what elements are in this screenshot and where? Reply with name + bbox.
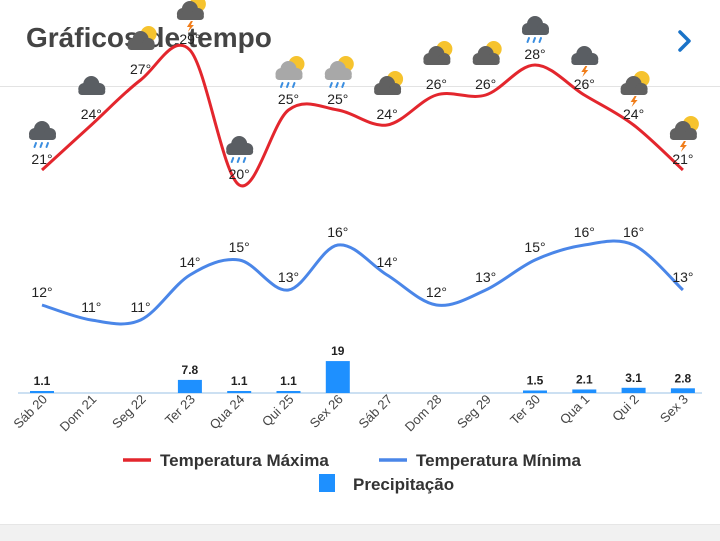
footer-strip	[0, 524, 720, 541]
precip-label: 19	[331, 344, 345, 358]
min-temp-label: 13°	[672, 269, 693, 285]
precip-bar	[523, 390, 547, 393]
max-temp-label: 28°	[524, 46, 545, 62]
cloud-rain-icon	[29, 121, 56, 148]
precip-label: 3.1	[625, 371, 642, 385]
partly-cloudy-icon	[423, 41, 453, 65]
min-temp-label: 14°	[377, 254, 398, 270]
x-tick-label: Qua 24	[207, 392, 248, 433]
min-temp-label: 11°	[131, 299, 151, 315]
min-temp-label: 16°	[574, 224, 595, 240]
partly-cloudy-rain-icon	[324, 56, 354, 88]
min-temp-label: 12°	[31, 284, 52, 300]
legend-precip-label: Precipitação	[353, 475, 454, 494]
x-tick-label: Sex 26	[307, 392, 346, 431]
max-temp-label: 24°	[377, 106, 398, 122]
min-temp-label: 13°	[278, 269, 299, 285]
precip-label: 1.5	[527, 373, 544, 387]
min-temp-label: 16°	[623, 224, 644, 240]
cloud-icon	[78, 76, 106, 95]
x-tick-label: Sex 3	[657, 392, 691, 426]
precip-bar	[572, 389, 597, 393]
precip-bar	[670, 388, 695, 393]
precip-bar	[227, 391, 252, 393]
min-temp-label: 16°	[327, 224, 348, 240]
precip-label: 2.8	[675, 371, 692, 385]
max-temp-label: 21°	[31, 151, 52, 167]
partly-cloudy-icon	[127, 26, 157, 50]
partly-cloudy-thunder-icon	[669, 116, 699, 152]
precip-bar	[621, 387, 646, 393]
x-tick-label: Dom 21	[57, 392, 100, 435]
partly-cloudy-icon	[472, 41, 502, 65]
precip-label: 1.1	[280, 374, 297, 388]
x-tick-label: Ter 23	[162, 392, 198, 428]
max-temp-label: 20°	[229, 166, 250, 182]
max-temp-label: 25°	[278, 91, 299, 107]
precip-label: 1.1	[231, 374, 248, 388]
legend-precip-swatch	[319, 474, 335, 492]
max-temp-label: 26°	[574, 76, 595, 92]
max-temp-line	[40, 43, 684, 188]
max-temp-label: 21°	[672, 151, 693, 167]
precip-label: 7.8	[182, 363, 199, 377]
legend-min-label: Temperatura Mínima	[416, 451, 582, 470]
x-tick-label: Qui 2	[609, 392, 642, 425]
precip-bar	[276, 391, 301, 393]
legend-max-label: Temperatura Máxima	[160, 451, 329, 470]
x-tick-label: Dom 28	[402, 392, 445, 435]
min-temp-label: 13°	[475, 269, 496, 285]
x-tick-label: Sáb 27	[355, 392, 395, 432]
cloud-thunder-icon	[571, 46, 599, 77]
x-tick-label: Seg 29	[454, 392, 494, 432]
x-tick-label: Qui 25	[259, 392, 297, 430]
max-temp-label: 24°	[81, 106, 102, 122]
precip-bar	[325, 361, 350, 393]
cloud-rain-icon	[226, 136, 254, 163]
partly-cloudy-rain-icon	[275, 56, 305, 88]
min-temp-label: 14°	[179, 254, 200, 270]
max-temp-label: 26°	[426, 76, 447, 92]
min-temp-line	[41, 239, 684, 326]
precip-label: 2.1	[576, 372, 593, 386]
chevron-right-icon[interactable]	[670, 26, 700, 56]
legend: Temperatura Máxima Temperatura Mínima Prec…	[123, 451, 582, 494]
weather-chart: 21° 24° 27° 29° 20° 25° 25° 24° 26° 26° 28° 26° 24° 2…	[10, 0, 702, 494]
x-tick-label: Sáb 20	[10, 392, 50, 432]
max-temp-label: 25°	[327, 91, 348, 107]
precip-bar	[177, 379, 202, 393]
x-tick-label: Qua 1	[557, 392, 593, 428]
min-temp-label: 15°	[524, 239, 545, 255]
max-temp-label: 27°	[130, 61, 151, 77]
x-tick-label: Ter 30	[507, 392, 543, 428]
partly-cloudy-icon	[374, 71, 404, 95]
max-temp-label: 29°	[179, 31, 200, 47]
precip-label: 1.1	[34, 374, 51, 388]
min-temp-label: 15°	[229, 239, 250, 255]
cloud-rain-icon	[522, 16, 549, 43]
x-tick-label: Seg 22	[109, 392, 149, 432]
partly-cloudy-thunder-icon	[620, 71, 650, 107]
partly-cloudy-thunder-icon	[176, 0, 206, 32]
min-temp-label: 12°	[426, 284, 447, 300]
min-temp-label: 11°	[81, 299, 101, 315]
max-temp-label: 26°	[475, 76, 496, 92]
max-temp-label: 24°	[623, 106, 644, 122]
precip-bar	[30, 391, 54, 393]
